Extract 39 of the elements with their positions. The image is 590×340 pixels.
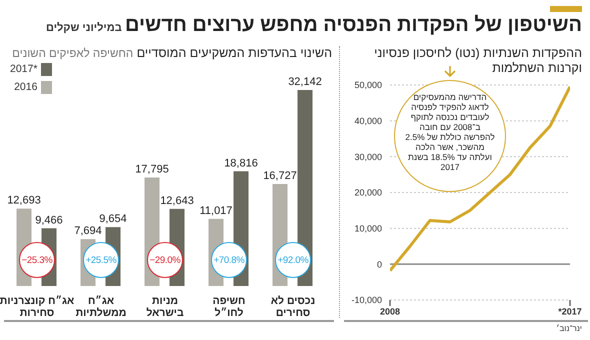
y-tick-label: 40,000 [354,116,382,126]
annotation: −25.3% [19,242,55,278]
data-label: 11,017 [200,204,232,217]
y-tick-label: 10,000 [354,224,382,234]
data-label: 16,727 [263,170,297,182]
y-tick-label: 20,000 [354,188,382,198]
annotation: −29.0% [147,242,183,278]
annotation: +70.8% [211,242,247,278]
legend-label: 2017* [10,63,38,75]
x-tick-label: נכסים לא סחירים [270,295,316,319]
x-tick-label: 2008 [380,306,400,316]
annotation: הדרישה מהמעסיקים לדאוג להפקיד לפנסיה לעובדים נכנסה לתוקף ב־2008 עם חובה להפרשה כוללת של 2.5% מהשכר, אשר הלכה ועלתה עד 18.5% בשנת 2017 [404,92,496,172]
x-tick-label: אג״ח ממשלתיות [76,295,126,319]
chart-subtitle: ההפקדות השנתיות (נטו) לחיסכון פנסיוני וקרנות השתלמות [373,46,582,76]
y-tick-label: 30,000 [354,152,382,162]
annotation: +25.5% [83,242,119,278]
data-label: 12,693 [7,194,41,207]
x-tick-label: חשיפה לחו״ל [212,295,246,319]
data-label: 12,643 [160,194,194,207]
chart-title: השינוי בהעדפות המשקיעים המוסדיים [136,46,332,60]
data-label: 9,466 [35,214,63,226]
data-label: 7,694 [74,225,102,238]
y-tick-label: 50,000 [354,80,382,90]
data-label: 9,654 [99,213,127,226]
x-tick-label: מניות בישראל [146,295,184,319]
data-label: 17,795 [135,163,169,176]
x-tick-label: אג״ח קונצרניות סחירות [0,295,74,319]
chart-subtitle: החשיפה לאפיקים השונים [12,48,134,60]
x-tick-label: *2017 [558,306,582,316]
text: במיליוני שקלים [46,22,122,34]
annotation: +92.0% [275,242,311,278]
y-tick-label: -10,000 [351,295,382,306]
legend-label: 2016 [14,81,38,93]
line-series [390,85,570,272]
data-label: 18,816 [224,157,258,170]
chart-title: השיטפון של הפקדות הפנסיה מחפש ערוצים חדשים [125,14,582,37]
data-label: 32,142 [288,76,322,88]
y-tick-label: 0 [376,259,382,270]
text: ינר־נוב׳ [556,324,582,333]
